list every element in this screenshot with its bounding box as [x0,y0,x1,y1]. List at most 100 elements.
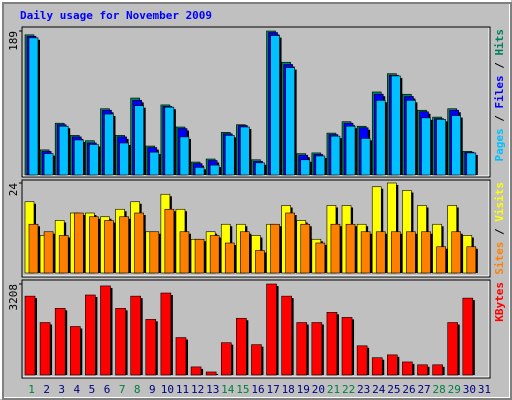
legend-entry: Files [493,75,506,108]
bar [255,250,265,274]
bar [326,312,338,376]
x-tick-label: 9 [149,383,156,396]
bar [73,139,84,176]
bar [224,242,235,274]
bar [100,285,111,376]
bar [89,216,99,274]
bar [466,246,477,274]
bar [179,136,190,176]
y-tick-label: 189 [7,31,20,51]
legend-entry: Hits [493,29,506,56]
bar [270,35,280,176]
x-tick-label: 10 [161,383,174,396]
x-tick-label: 4 [74,383,81,396]
bar [119,142,129,176]
bar [345,125,356,176]
bar [300,159,311,176]
bar [58,235,69,274]
bar [43,231,54,274]
x-tick-label: 21 [327,383,340,396]
bar [285,67,295,176]
legend-entry: Sites [493,242,506,275]
x-tick-label: 27 [417,383,430,396]
legend-entry: Pages [493,128,506,161]
bar [266,283,277,376]
bar [54,308,66,376]
bar [330,223,341,274]
x-tick-label: 18 [282,383,295,396]
bar [451,231,462,274]
bar [296,322,308,376]
bar [466,152,477,176]
bar [270,223,280,274]
legend-entry: Visits [493,182,506,222]
x-tick-label: 7 [119,383,126,396]
bar [447,322,459,376]
bar [194,238,205,274]
bar [451,115,462,176]
bar [104,220,114,274]
x-tick-label: 29 [448,383,461,396]
x-tick-label: 12 [191,383,204,396]
bar [119,216,129,274]
x-tick-label: 19 [297,383,310,396]
bar [236,317,247,376]
x-tick-label: 15 [236,383,249,396]
bar [406,231,416,274]
bar [134,212,144,274]
x-tick-label: 5 [89,383,96,396]
bar [149,231,160,274]
bar [251,344,262,376]
bar [179,231,190,274]
bar [149,151,160,176]
bar [175,337,187,376]
bar [130,295,141,376]
bar [360,138,371,176]
bar [391,231,401,274]
x-tick-label: 3 [58,383,65,396]
bar [24,295,36,376]
y-tick-label: 3208 [7,284,20,311]
bar [345,223,356,274]
bar [115,308,126,376]
bar [145,319,157,376]
bar [311,322,323,376]
bar [375,100,386,176]
bar [43,153,54,176]
legend-separator: / [493,222,506,242]
bar [205,371,217,376]
legend-separator: / [493,56,506,76]
bar [360,231,371,274]
x-tick-label: 13 [206,383,219,396]
bar [356,345,368,376]
bar [462,297,474,376]
x-tick-label: 30 [463,383,476,396]
x-tick-label: 6 [104,383,111,396]
x-tick-label: 11 [176,383,189,396]
x-tick-label: 17 [266,383,279,396]
bar [240,231,250,274]
bar [160,292,172,376]
bar [164,208,175,274]
bar [421,117,431,176]
x-tick-label: 14 [221,383,235,396]
x-tick-label: 24 [372,383,386,396]
bar [391,75,401,176]
x-tick-label: 20 [312,383,325,396]
legend-entry: KBytes [493,282,506,322]
bar [194,167,205,176]
bar [315,242,326,274]
bar [341,317,353,376]
bar [436,246,446,274]
legend: Pages / Files / Hits [493,29,506,162]
bar [164,106,175,176]
y-tick-label: 24 [7,183,20,197]
legend: Sites / Visits [493,182,506,275]
x-tick-label: 22 [342,383,355,396]
legend-separator: / [493,109,506,129]
x-tick-label: 28 [433,383,446,396]
bar [28,37,39,176]
bar [209,164,220,176]
x-tick-label: 23 [357,383,370,396]
